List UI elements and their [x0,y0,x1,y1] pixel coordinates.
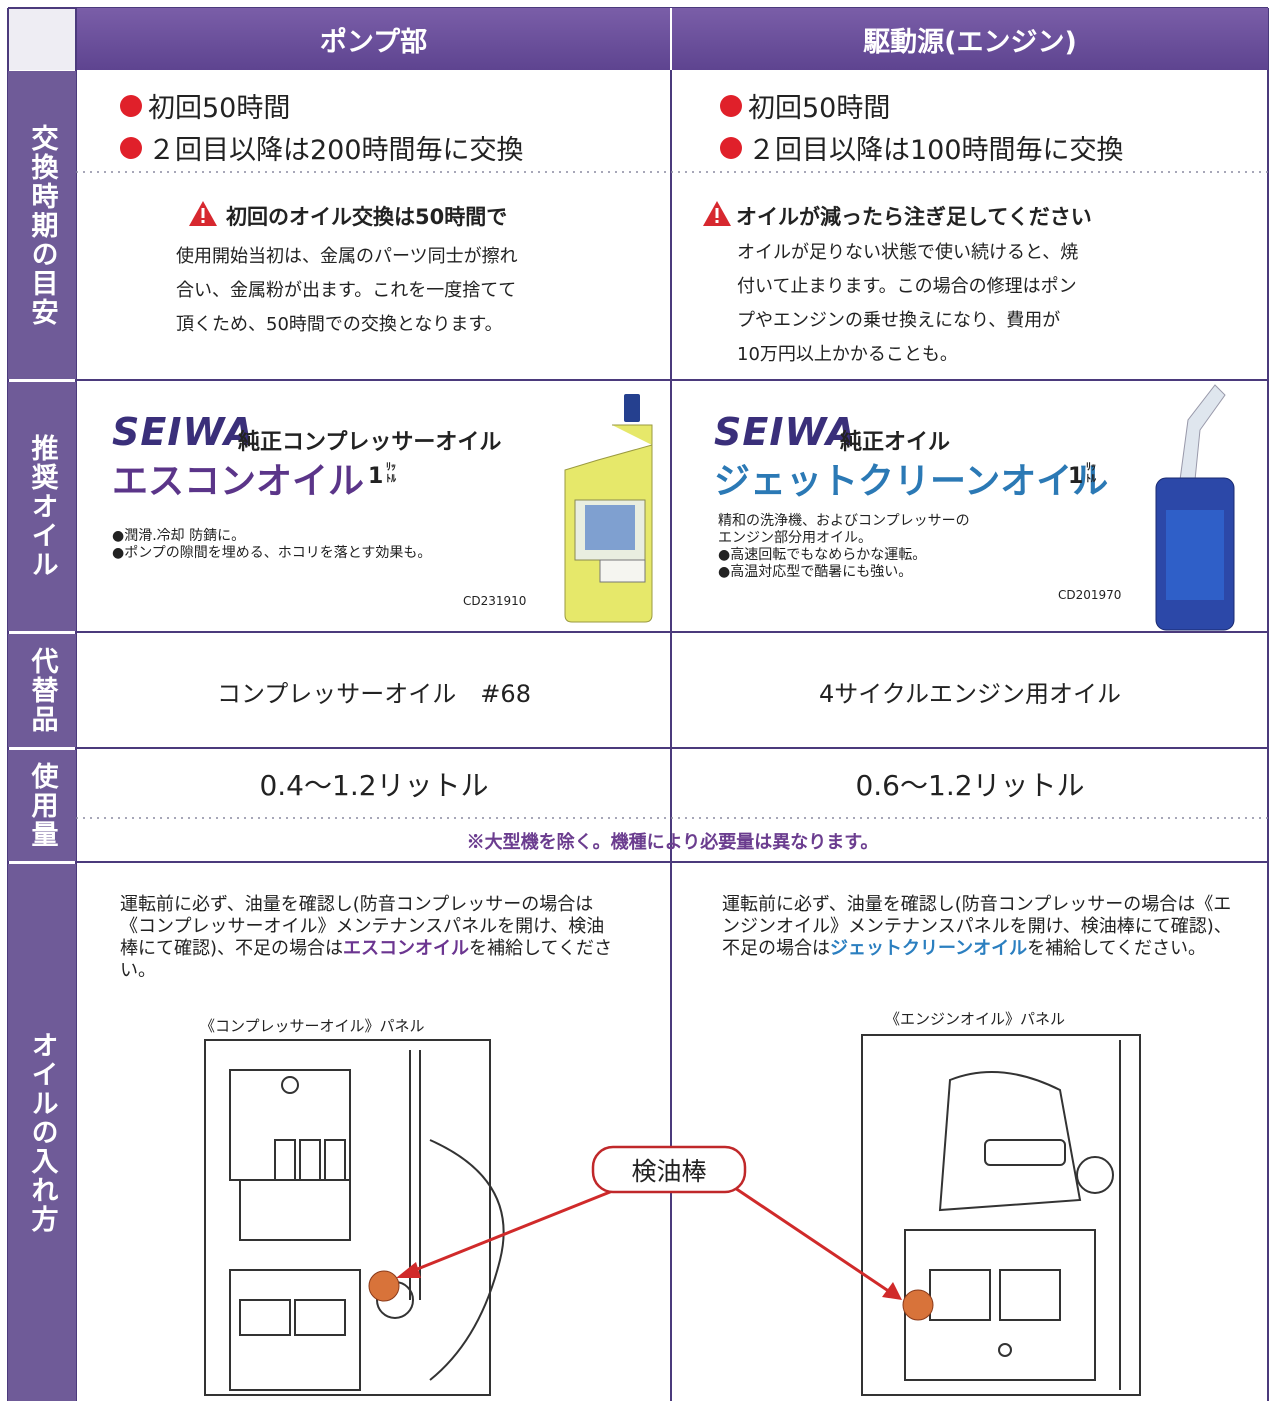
usage-amount: 0.4〜1.2リットル [259,769,489,802]
row-label: 交換時期の目安 [8,71,76,379]
schedule-text: 初回50時間 [148,93,291,124]
warning-text: オイルが足りない状態で使い続けると、焼 付いて止まります。この場合の修理はポン … [737,236,1078,372]
row-label: 推奨オイル [8,382,76,631]
text-line: ●ポンプの隙間を埋める、ホコリを落とす効果も。 [112,545,432,561]
schedule-text: ２回目以降は100時間毎に交換 [748,135,1124,166]
warning-title: オイルが減ったら注ぎ足してください [736,205,1092,229]
text-line: 使用開始当初は、金属のパーツ同士が擦れ [176,246,518,267]
text-line: ●高温対応型で酷暑にも強い。 [718,564,913,580]
schedule-item: ２回目以降は200時間毎に交換 [120,128,524,167]
usage-amount: 0.6〜1.2リットル [855,769,1085,802]
brand-logo: SEIWA [112,410,255,454]
instruction-text: を補給してください。 [1027,938,1207,959]
row-label: 代替品 [8,634,76,747]
schedule-item: 初回50時間 [720,86,890,125]
text-line: プやエンジンの乗せ換えになり、費用が [737,310,1061,331]
product-description: ●潤滑.冷却 防錆に。 ●ポンプの隙間を埋める、ホコリを落とす効果も。 [112,528,431,562]
schedule-text: 初回50時間 [748,93,891,124]
product-code: CD231910 [463,594,527,608]
warning-text: 使用開始当初は、金属のパーツ同士が擦れ 合い、金属粉が出ます。これを一度捨てて … [176,240,518,342]
text-line: 精和の洗浄機、およびコンプレッサーの [718,513,970,529]
dipstick-callout [368,1145,934,1321]
product-description: 精和の洗浄機、およびコンプレッサーの エンジン部分用オイル。 ●高速回転でもなめ… [718,513,970,581]
row-label: 使用量 [8,750,76,861]
instruction-highlight: エスコンオイル [343,938,470,959]
text-line: 合い、金属粉が出ます。これを一度捨てて [176,280,517,301]
substitute-text: 4サイクルエンジン用オイル [818,679,1122,708]
engine-diagram [861,1034,1141,1396]
product-size: 1 [1068,464,1084,489]
bullet [120,136,142,159]
corner-cell [8,8,76,70]
instruction: 運転前に必ず、油量を確認し(防音コンプレッサーの場合は《コンプレッサーオイル》メ… [120,894,620,982]
product-name: エスコンオイル [112,461,365,502]
schedule-text: ２回目以降は200時間毎に交換 [148,135,524,166]
product-subtitle: 純正コンプレッサーオイル [238,430,502,455]
warning-icon [703,201,731,226]
instruction-text: 運転前に必ず、油量を確認し(防音コンプレッサーの場合は《エンジンオイル》メンテナ… [722,894,1232,959]
warning-title: 初回のオイル交換は50時間で [226,205,508,229]
instruction-highlight: ジェットクリーンオイル [830,938,1028,959]
column-header: 駆動源(エンジン) [672,8,1268,70]
text-line: オイルが足りない状態で使い続けると、焼 [737,242,1079,263]
row-label: オイルの入れ方 [8,864,76,1401]
bullet [720,136,742,159]
schedule-item: 初回50時間 [120,86,290,125]
text-line: 頂くため、50時間での交換となります。 [176,314,503,335]
product-size: 1 [368,464,384,489]
column-header: ポンプ部 [77,8,670,70]
schedule-item: ２回目以降は100時間毎に交換 [720,128,1124,167]
escon-bottle [564,394,653,623]
product-unit: ﾘｯﾄﾙ [386,462,396,485]
text-line: 10万円以上かかることも。 [737,344,958,365]
usage-note: ※大型機を除く。機種により必要量は異なります。 [466,832,879,853]
instruction-text: を補給してください。 [120,938,612,981]
product-name: ジェットクリーンオイル [714,461,1109,502]
warning-icon [189,201,217,226]
panel-caption: 《エンジンオイル》パネル [885,1010,1066,1028]
jet-bottle [1155,384,1235,631]
bullet [120,94,142,117]
instruction-text: 運転前に必ず、油量を確認し(防音コンプレッサーの場合は《コンプレッサーオイル》メ… [120,894,605,959]
callout-label: 検油棒 [631,1156,707,1186]
text-line: ●潤滑.冷却 防錆に。 [112,528,246,544]
bullet [720,94,742,117]
product-code: CD201970 [1058,588,1122,602]
text-line: 付いて止まります。この場合の修理はポン [737,276,1077,297]
dotted-dividers [76,171,1268,819]
pump-diagram [204,1039,505,1396]
text-line: ●高速回転でもなめらかな運転。 [718,547,927,563]
product-unit: ﾘｯﾄﾙ [1086,462,1096,485]
substitute-text: コンプレッサーオイル #68 [217,679,531,708]
instruction: 運転前に必ず、油量を確認し(防音コンプレッサーの場合は《エンジンオイル》メンテナ… [722,894,1242,960]
brand-logo: SEIWA [714,410,857,454]
text-line: エンジン部分用オイル。 [718,530,872,546]
panel-caption: 《コンプレッサーオイル》パネル [200,1017,425,1035]
product-subtitle: 純正オイル [840,430,951,455]
